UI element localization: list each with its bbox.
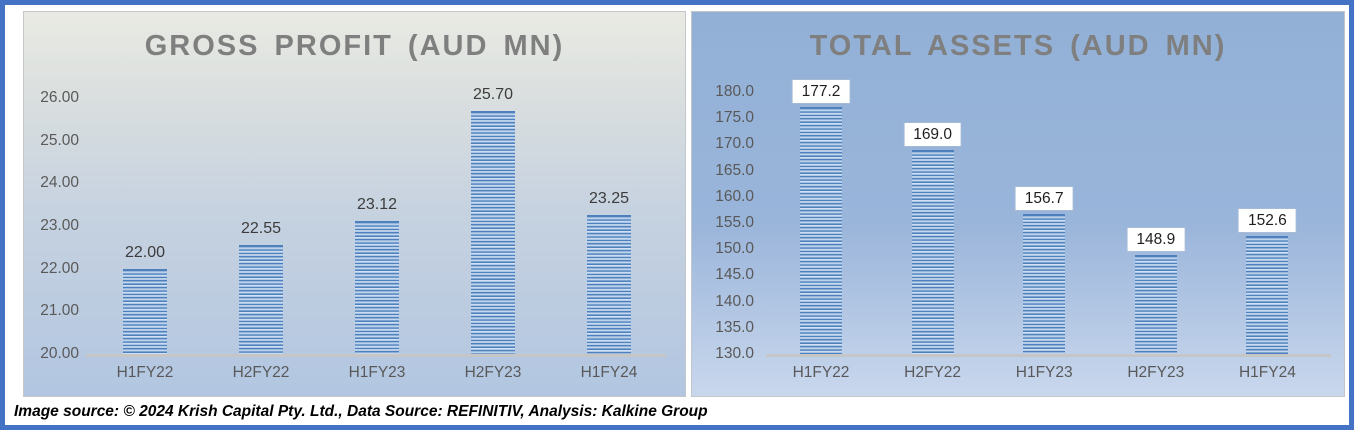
bar-H2FY22 [239,245,283,354]
bar-data-label: 23.25 [588,190,630,208]
y-axis-tick-label: 24.00 [40,174,79,192]
x-axis-label-H1FY23: H1FY23 [1015,364,1073,381]
x-axis-label-H2FY23: H2FY23 [1127,364,1185,381]
x-axis-label-H2FY22: H2FY22 [232,364,290,381]
y-axis-tick-label: 145.0 [715,266,754,284]
bar-data-label: 156.7 [1015,187,1073,211]
total-assets-plot-area: 180.0 175.0 170.0 165.0 160.0 155.0 150.0 145.0… [692,12,1344,396]
bar-H1FY24 [587,215,631,354]
x-axis-label-H1FY22: H1FY22 [116,364,174,381]
y-axis-tick-label: 160.0 [715,187,754,205]
bar-data-label: 22.55 [240,220,282,238]
gross-profit-chart-title: GROSS PROFIT (AUD MN) [144,30,565,62]
y-axis-tick-label: 165.0 [715,161,754,179]
bar-H1FY23 [1023,214,1066,354]
y-axis-tick-label: 150.0 [715,240,754,258]
x-axis-label-H1FY24: H1FY24 [580,364,638,381]
y-axis-tick-label: 26.00 [40,89,79,106]
y-axis-tick-label: 20.00 [40,345,79,362]
bar-data-label: 22.00 [124,243,166,261]
total-assets-chart: TOTAL ASSETS (AUD MN) 180.0 175.0 170.0 165… [691,11,1345,397]
gross-profit-chart: GROSS PROFIT (AUD MN) 26.00 25.00 24.00 23.… [23,11,686,397]
x-axis-label-H2FY22: H2FY22 [904,364,962,381]
x-axis-label-H2FY23: H2FY23 [464,364,522,381]
bar-H1FY22 [800,106,842,354]
gross-profit-plot-area: 26.00 25.00 24.00 23.00 22.00 21.00 20.00 22.00… [24,12,685,396]
source-caption: Image source: © 2024 Krish Capital Pty. … [14,403,708,420]
y-axis-tick-label: 22.00 [40,259,79,277]
y-axis-tick-label: 170.0 [715,135,754,153]
x-axis-line [766,354,1331,357]
y-axis-tick-label: 140.0 [715,292,754,310]
bar-data-label: 177.2 [792,79,850,103]
y-axis-tick-label: 175.0 [715,109,754,127]
y-axis-tick-label: 21.00 [40,302,79,320]
y-axis-tick-label: 155.0 [715,214,754,231]
total-assets-chart-title: TOTAL ASSETS (AUD MN) [809,30,1227,62]
y-axis-tick-label: 25.00 [40,131,79,149]
bar-data-label: 169.0 [904,122,961,146]
bar-H1FY22 [123,268,167,354]
x-axis-label-H1FY22: H1FY22 [792,364,850,381]
bar-H2FY23 [471,110,515,354]
bar-H1FY24 [1246,235,1289,354]
bar-data-label: 23.12 [356,195,398,213]
bar-H2FY22 [911,149,954,354]
x-axis-label-H1FY24: H1FY24 [1238,364,1296,381]
bar-data-label: 25.70 [472,85,514,103]
bar-data-label: 148.9 [1127,227,1185,251]
bar-data-label: 152.6 [1238,208,1296,232]
y-axis-tick-label: 180.0 [715,83,754,100]
y-axis-tick-label: 23.00 [40,217,79,234]
x-axis-line [86,354,666,357]
bar-H1FY23 [355,220,399,354]
y-axis-tick-label: 130.0 [715,345,754,362]
y-axis-tick-label: 135.0 [715,318,754,336]
bar-H2FY23 [1134,254,1177,354]
x-axis-label-H1FY23: H1FY23 [348,364,406,381]
